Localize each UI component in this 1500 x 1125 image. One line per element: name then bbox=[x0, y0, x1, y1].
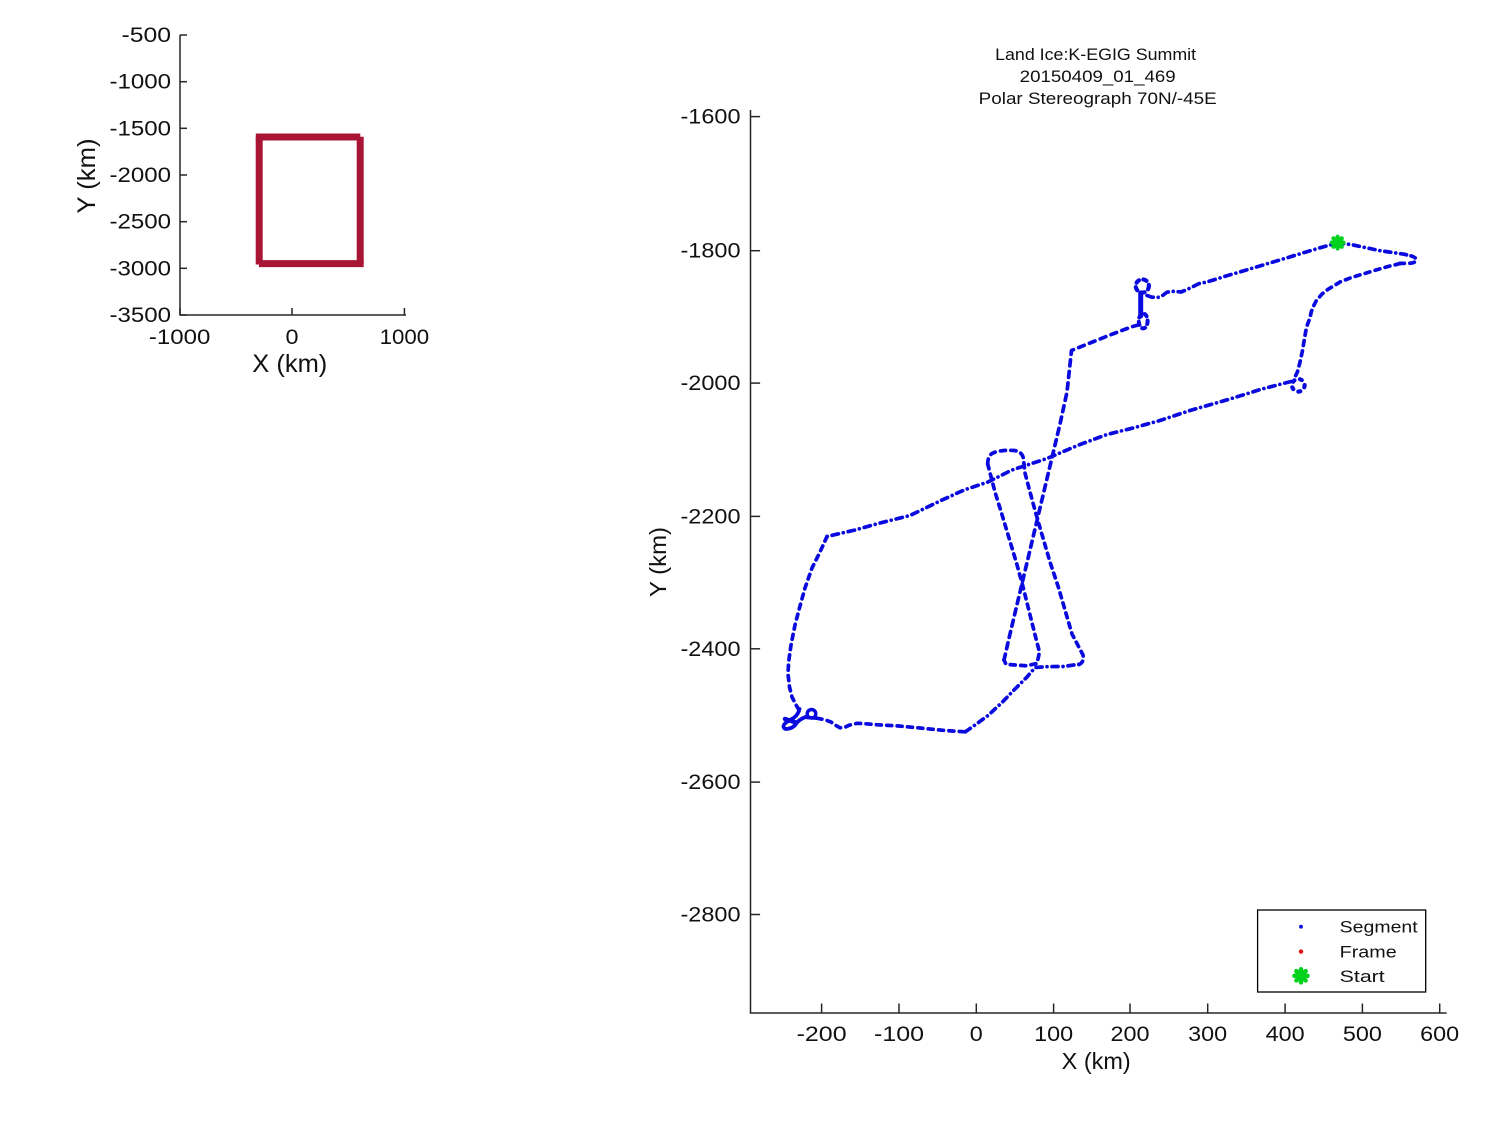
svg-text:Start: Start bbox=[1340, 967, 1385, 986]
svg-text:Y (km): Y (km) bbox=[73, 139, 101, 214]
svg-text:20150409_01_469: 20150409_01_469 bbox=[1020, 68, 1176, 86]
svg-text:-2200: -2200 bbox=[681, 505, 741, 528]
svg-text:Segment: Segment bbox=[1340, 918, 1418, 937]
svg-text:-1000: -1000 bbox=[110, 71, 172, 94]
svg-text:Y (km): Y (km) bbox=[645, 527, 671, 597]
svg-text:-100: -100 bbox=[874, 1023, 924, 1046]
svg-text:-2000: -2000 bbox=[681, 372, 741, 395]
svg-text:200: 200 bbox=[1111, 1023, 1150, 1046]
svg-text:500: 500 bbox=[1343, 1023, 1382, 1046]
svg-text:-2800: -2800 bbox=[681, 904, 741, 927]
svg-text:600: 600 bbox=[1420, 1023, 1459, 1046]
svg-text:-2000: -2000 bbox=[110, 164, 172, 187]
svg-text:X (km): X (km) bbox=[1062, 1048, 1131, 1074]
svg-text:300: 300 bbox=[1188, 1023, 1227, 1046]
svg-text:1000: 1000 bbox=[380, 326, 430, 349]
svg-text:-2400: -2400 bbox=[681, 638, 741, 661]
svg-text:-2500: -2500 bbox=[110, 211, 172, 234]
svg-text:X (km): X (km) bbox=[252, 350, 327, 378]
svg-text:0: 0 bbox=[970, 1023, 983, 1046]
svg-text:-1500: -1500 bbox=[110, 117, 172, 140]
svg-text:-1600: -1600 bbox=[681, 106, 741, 129]
svg-text:-3500: -3500 bbox=[110, 304, 172, 327]
svg-text:-500: -500 bbox=[122, 24, 172, 47]
svg-text:-200: -200 bbox=[797, 1023, 847, 1046]
svg-text:-1800: -1800 bbox=[681, 240, 741, 263]
svg-text:-1000: -1000 bbox=[149, 326, 211, 349]
svg-text:-2600: -2600 bbox=[681, 771, 741, 794]
svg-text:Land Ice:K-EGIG Summit: Land Ice:K-EGIG Summit bbox=[995, 46, 1196, 64]
svg-text:-3000: -3000 bbox=[110, 257, 172, 280]
svg-text:100: 100 bbox=[1034, 1023, 1073, 1046]
svg-text:Frame: Frame bbox=[1340, 943, 1397, 962]
svg-text:0: 0 bbox=[286, 326, 299, 349]
svg-text:400: 400 bbox=[1266, 1023, 1305, 1046]
svg-text:Polar Stereograph 70N/-45E: Polar Stereograph 70N/-45E bbox=[979, 90, 1217, 108]
